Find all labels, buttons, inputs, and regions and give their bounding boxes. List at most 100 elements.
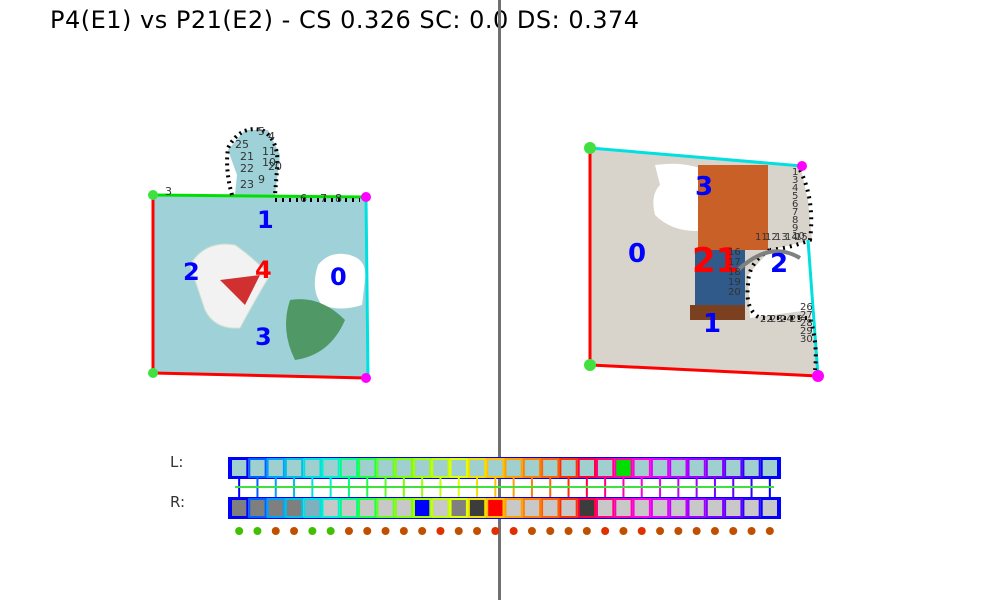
match-dot bbox=[619, 527, 628, 535]
left-corner-tr bbox=[361, 192, 371, 202]
right-piece-figure-shoes bbox=[690, 305, 745, 320]
strip-left-cell bbox=[742, 458, 761, 478]
row-label-right: R: bbox=[170, 493, 186, 511]
right-tab-number: 20 bbox=[728, 287, 741, 298]
right-tab-number: 13 bbox=[775, 232, 788, 243]
strip-left-cell bbox=[577, 458, 597, 478]
match-dot bbox=[674, 527, 683, 535]
match-dot bbox=[491, 527, 500, 535]
match-dot bbox=[454, 527, 463, 535]
strip-right-cell bbox=[248, 498, 267, 518]
strip-left-cell bbox=[486, 458, 505, 478]
left-tab-number: 8 bbox=[335, 192, 342, 205]
match-dot bbox=[290, 527, 299, 535]
strip-left-cell bbox=[650, 458, 670, 478]
strip-right-cell bbox=[705, 498, 725, 518]
strip-left-cell bbox=[358, 458, 377, 478]
right-tab-number: 17 bbox=[728, 257, 741, 268]
right-tab-number: 14 bbox=[785, 232, 798, 243]
right-tab-number: 30 bbox=[800, 334, 813, 345]
strip-left-cell bbox=[760, 458, 780, 478]
right-tab-number: 12 bbox=[765, 232, 778, 243]
strip-left-cell bbox=[303, 458, 322, 478]
plot-title: P4(E1) vs P21(E2) - CS 0.326 SC: 0.0 DS:… bbox=[50, 6, 640, 34]
strip-left-cell bbox=[248, 458, 267, 478]
right-edge-label-2: 2 bbox=[770, 249, 788, 279]
strip-left-cell bbox=[632, 458, 651, 478]
left-edge-label-0: 0 bbox=[330, 263, 347, 291]
strip-left-cell bbox=[431, 458, 450, 478]
match-dot bbox=[637, 527, 646, 535]
match-dot bbox=[564, 527, 573, 535]
match-dot bbox=[253, 527, 262, 535]
right-edge-cyan-right bbox=[806, 239, 820, 377]
strip-right-cell bbox=[358, 498, 377, 518]
left-tab-number: 7 bbox=[320, 192, 327, 205]
right-tab-number: 8 bbox=[792, 215, 798, 226]
right-corner-tr bbox=[797, 161, 807, 171]
right-tab-number: 16 bbox=[728, 247, 741, 258]
left-corner-br bbox=[361, 373, 371, 383]
strip-right-cell bbox=[266, 498, 285, 518]
right-tab-number: 15 bbox=[795, 232, 808, 243]
left-edge-red-bottom bbox=[152, 371, 367, 380]
left-edge-label-2: 2 bbox=[183, 258, 200, 286]
left-tab-number: 25 bbox=[235, 138, 249, 151]
right-edge-label-1: 1 bbox=[703, 309, 721, 339]
strip-right-cell bbox=[687, 498, 706, 518]
match-dot bbox=[582, 527, 591, 535]
strip-right-cell bbox=[449, 498, 468, 518]
strip-right-cell bbox=[577, 498, 597, 518]
match-dot bbox=[308, 527, 317, 535]
strip-left-cell bbox=[559, 458, 578, 478]
right-piece-figure-legs bbox=[695, 250, 745, 310]
strip-left-cell bbox=[413, 458, 432, 478]
left-tab-number: 5 bbox=[258, 125, 265, 138]
left-tab-number: 4 bbox=[268, 130, 275, 143]
strip-left-cell bbox=[449, 458, 468, 478]
strip-right-cell bbox=[339, 498, 359, 518]
left-tab-number: 3 bbox=[165, 185, 172, 198]
right-tab-number: 28 bbox=[800, 318, 813, 329]
match-dot bbox=[601, 527, 610, 535]
strip-right-cell bbox=[376, 498, 395, 518]
right-tab-number: 6 bbox=[792, 199, 798, 210]
strip-right-cell bbox=[486, 498, 505, 518]
match-dot bbox=[436, 527, 445, 535]
right-tab-number: 22 bbox=[760, 314, 773, 325]
match-dot bbox=[235, 527, 244, 535]
right-tab-number: 4 bbox=[792, 183, 798, 194]
strip-left-cell bbox=[541, 458, 560, 478]
right-tab-number: 23 bbox=[770, 314, 783, 325]
right-tab-number: 27 bbox=[800, 310, 813, 321]
left-tab-contour bbox=[225, 127, 280, 196]
right-tab-number: 11 bbox=[755, 232, 768, 243]
right-tab-number: 3 bbox=[792, 175, 798, 186]
left-piece-leaf bbox=[286, 299, 345, 360]
left-corner-tl bbox=[148, 190, 158, 200]
strip-left-cell bbox=[687, 458, 706, 478]
right-tab-number: 10 bbox=[792, 231, 805, 242]
strip-left-cell bbox=[596, 458, 615, 478]
right-contour-upper bbox=[769, 169, 814, 252]
match-dots bbox=[235, 527, 774, 535]
strip-right-cell bbox=[742, 498, 761, 518]
strip-right-cell bbox=[632, 498, 651, 518]
right-edge-label-3: 3 bbox=[695, 172, 713, 202]
right-tab-number: 24 bbox=[780, 314, 793, 325]
right-tab-number: 26 bbox=[800, 302, 813, 313]
match-dot bbox=[692, 527, 701, 535]
left-tab-number: 11 bbox=[262, 145, 276, 158]
strip-left bbox=[228, 457, 781, 479]
left-edge-label-1: 1 bbox=[257, 206, 274, 234]
strip-right-cell bbox=[321, 498, 340, 518]
strip-left-cell bbox=[614, 458, 633, 478]
right-edge-red-bottom bbox=[589, 363, 819, 378]
strip-right-cell bbox=[724, 498, 743, 518]
left-tab-number: 6 bbox=[300, 192, 307, 205]
strip-left-cell bbox=[321, 458, 340, 478]
strip-right-cell bbox=[431, 498, 450, 518]
strip-right-cell bbox=[303, 498, 322, 518]
strip-right-cell bbox=[541, 498, 560, 518]
left-tab-number: 10 bbox=[262, 156, 276, 169]
